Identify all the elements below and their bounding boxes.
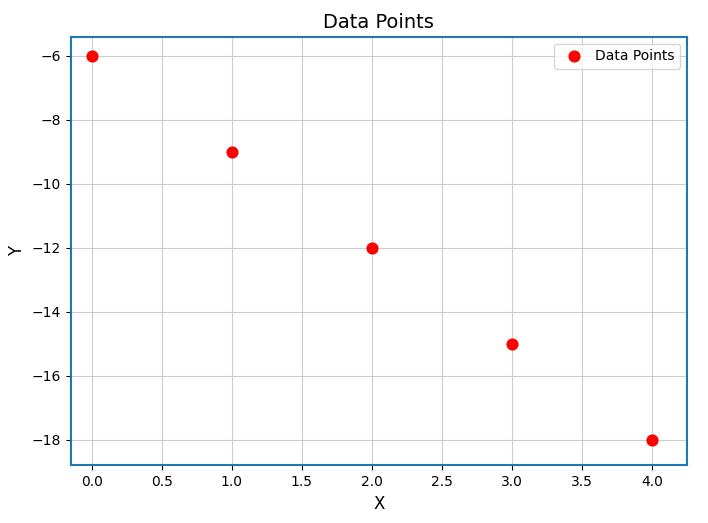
Data Points <box>646 436 658 444</box>
Y-axis label: Y: Y <box>8 246 26 256</box>
Data Points <box>506 339 518 348</box>
Data Points <box>366 244 377 252</box>
Data Points <box>86 52 98 60</box>
X-axis label: X: X <box>373 495 384 513</box>
Title: Data Points: Data Points <box>324 13 434 32</box>
Data Points <box>226 147 237 156</box>
Legend: Data Points: Data Points <box>554 43 680 69</box>
